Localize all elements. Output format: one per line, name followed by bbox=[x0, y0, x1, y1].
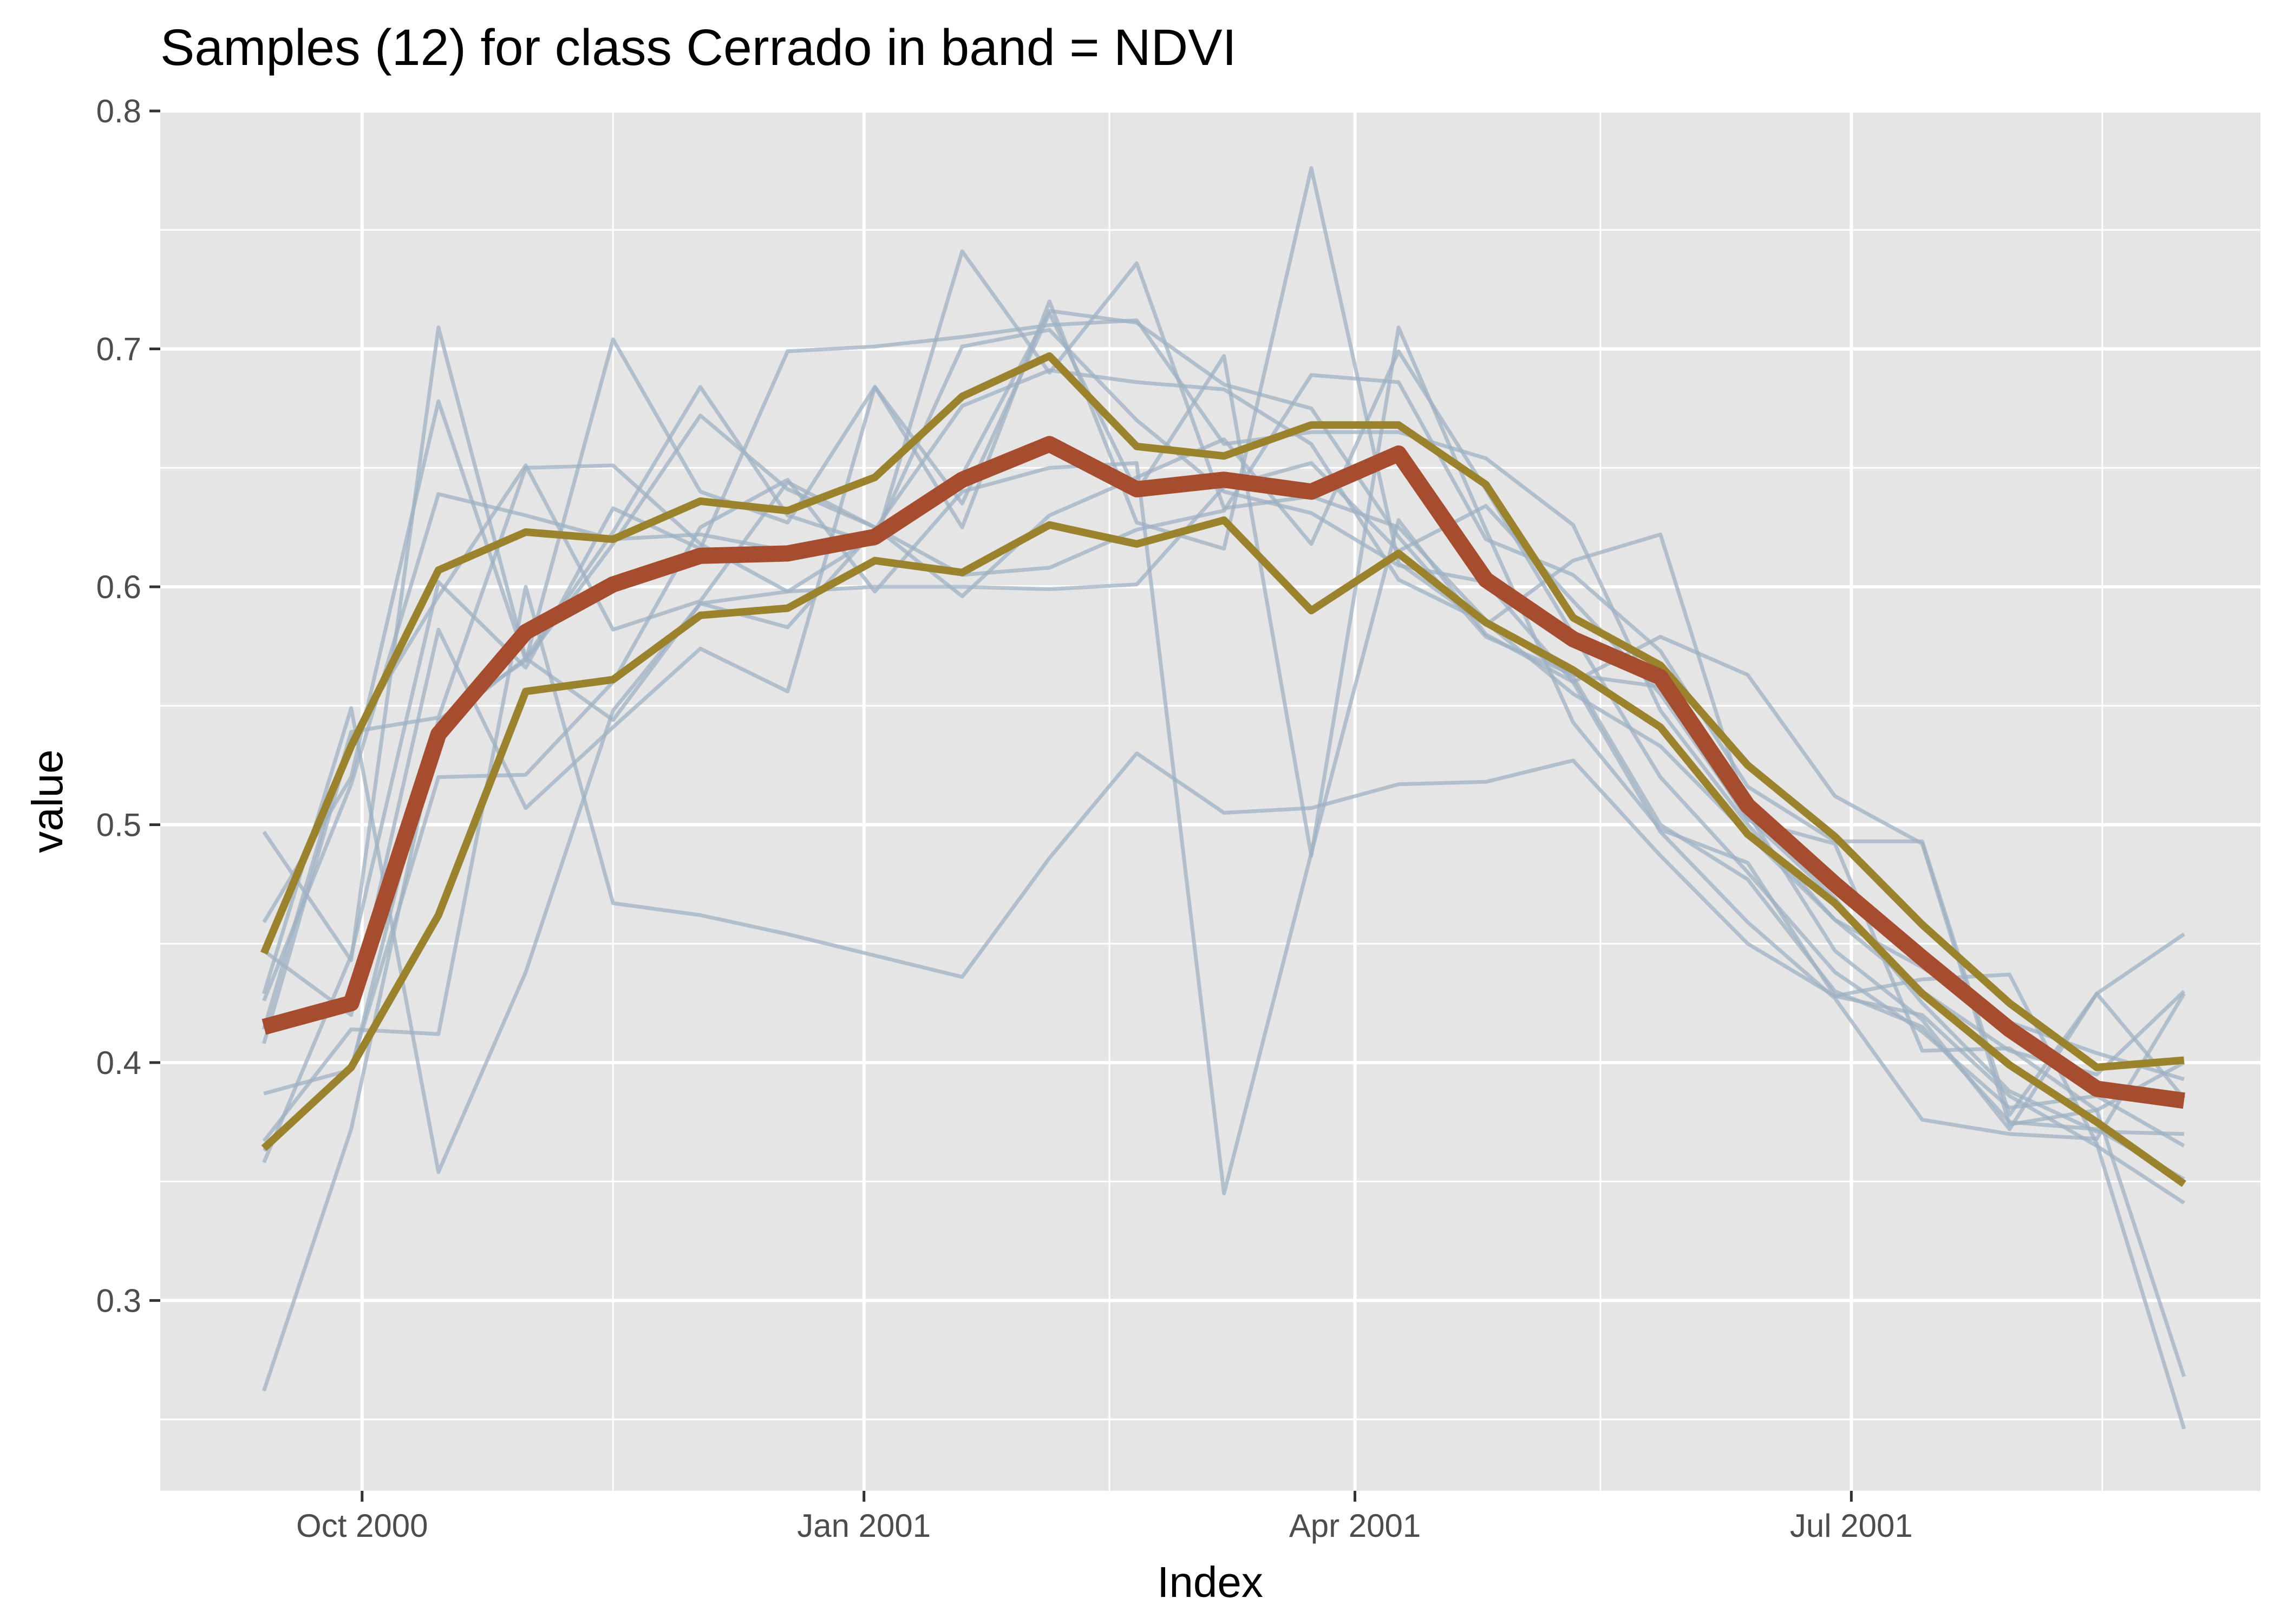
chart-title: Samples (12) for class Cerrado in band =… bbox=[160, 19, 1237, 76]
x-tick-label: Jan 2001 bbox=[797, 1508, 931, 1544]
sample-line bbox=[263, 166, 2186, 1131]
y-tick-label: 0.7 bbox=[96, 331, 141, 367]
lower-quartile-line bbox=[261, 516, 2186, 1187]
y-tick-label: 0.8 bbox=[96, 93, 141, 129]
y-axis: 0.3 0.4 0.5 0.6 0.7 0.8 bbox=[96, 93, 160, 1319]
y-tick-label: 0.5 bbox=[96, 807, 141, 843]
sample-line bbox=[262, 373, 2185, 1117]
major-gridlines bbox=[160, 109, 2260, 1491]
y-tick-label: 0.6 bbox=[96, 569, 141, 605]
median-line bbox=[262, 436, 2185, 1109]
x-tick-label: Jul 2001 bbox=[1790, 1508, 1913, 1544]
sample-line bbox=[263, 349, 2185, 1148]
y-tick-label: 0.4 bbox=[96, 1045, 141, 1081]
plot-panel bbox=[160, 111, 2260, 1491]
x-tick-label: Apr 2001 bbox=[1289, 1508, 1421, 1544]
sample-line bbox=[262, 368, 2186, 1392]
y-tick-label: 0.3 bbox=[96, 1282, 141, 1319]
x-axis-title: Index bbox=[1157, 1558, 1263, 1606]
sample-line bbox=[262, 311, 2185, 1205]
summary-lines bbox=[260, 352, 2186, 1187]
y-axis-title: value bbox=[23, 749, 71, 853]
x-axis: Oct 2000 Jan 2001 Apr 2001 Jul 2001 bbox=[296, 1491, 1913, 1544]
upper-quartile-line bbox=[260, 352, 2185, 1071]
x-tick-label: Oct 2000 bbox=[296, 1508, 428, 1544]
sample-line bbox=[262, 461, 2185, 1196]
